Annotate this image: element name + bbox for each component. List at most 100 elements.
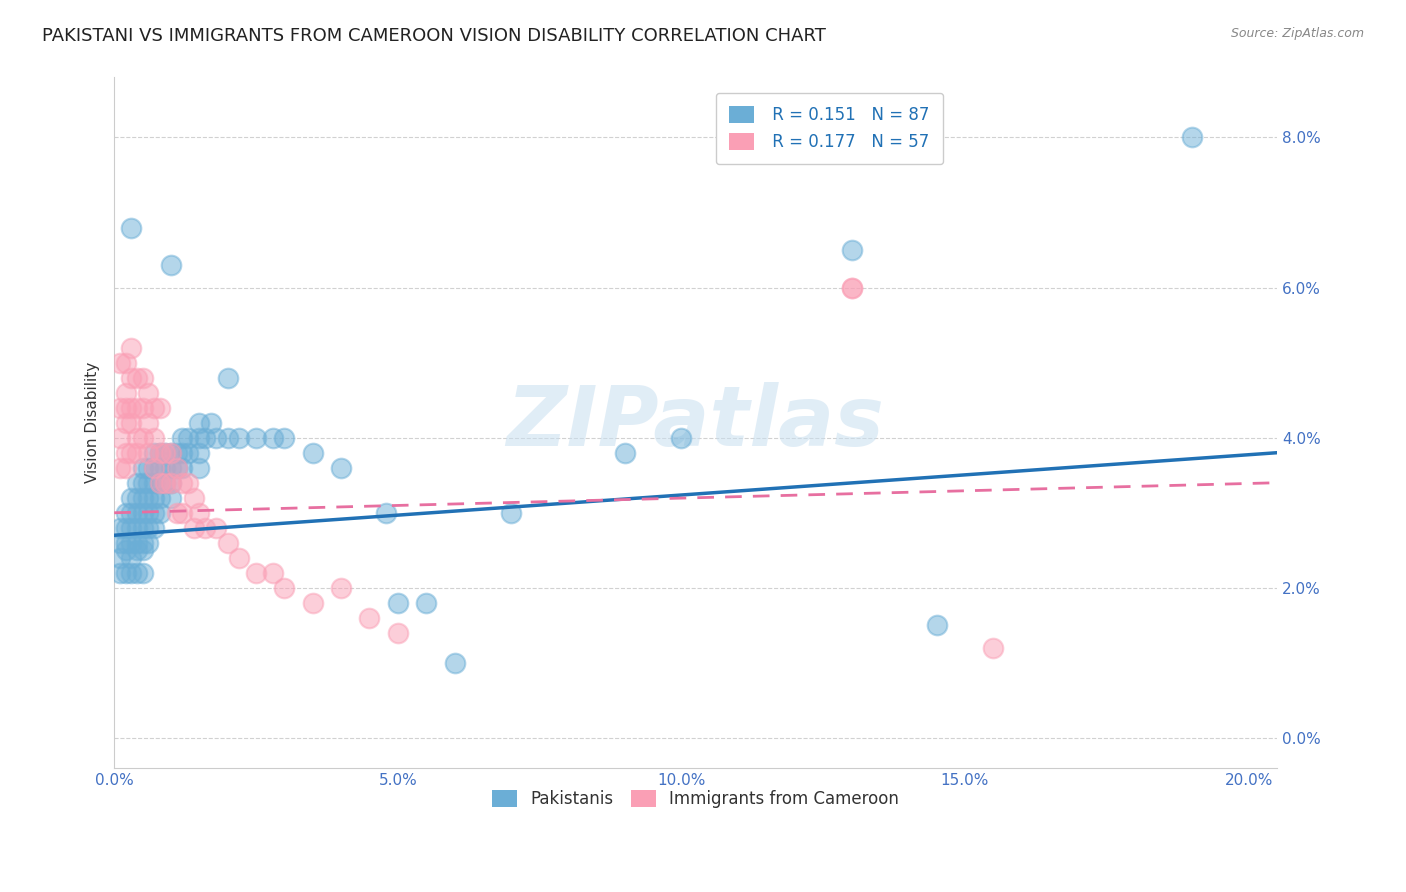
Immigrants from Cameroon (108, 460, 131, 475)
Pakistanis (136, 460, 159, 475)
Immigrants from Cameroon (125, 370, 148, 384)
Immigrants from Cameroon (330, 581, 353, 595)
Text: Source: ZipAtlas.com: Source: ZipAtlas.com (1230, 27, 1364, 40)
Pakistanis (148, 446, 170, 460)
Immigrants from Cameroon (245, 566, 267, 580)
Immigrants from Cameroon (841, 280, 863, 294)
Immigrants from Cameroon (172, 475, 194, 490)
Pakistanis (131, 521, 153, 535)
Pakistanis (925, 618, 948, 632)
Pakistanis (160, 475, 183, 490)
Immigrants from Cameroon (359, 611, 381, 625)
Pakistanis (125, 543, 148, 558)
Pakistanis (120, 535, 142, 549)
Pakistanis (120, 550, 142, 565)
Pakistanis (273, 431, 295, 445)
Immigrants from Cameroon (120, 341, 142, 355)
Pakistanis (142, 506, 165, 520)
Pakistanis (125, 535, 148, 549)
Pakistanis (120, 220, 142, 235)
Pakistanis (136, 475, 159, 490)
Pakistanis (114, 566, 136, 580)
Pakistanis (148, 506, 170, 520)
Pakistanis (131, 543, 153, 558)
Immigrants from Cameroon (136, 446, 159, 460)
Pakistanis (125, 566, 148, 580)
Pakistanis (330, 460, 353, 475)
Immigrants from Cameroon (131, 431, 153, 445)
Pakistanis (125, 506, 148, 520)
Pakistanis (108, 521, 131, 535)
Pakistanis (114, 506, 136, 520)
Pakistanis (228, 431, 250, 445)
Pakistanis (172, 446, 194, 460)
Pakistanis (501, 506, 523, 520)
Immigrants from Cameroon (217, 535, 239, 549)
Pakistanis (142, 521, 165, 535)
Immigrants from Cameroon (155, 475, 177, 490)
Immigrants from Cameroon (188, 506, 211, 520)
Pakistanis (166, 446, 188, 460)
Immigrants from Cameroon (120, 416, 142, 430)
Immigrants from Cameroon (983, 640, 1005, 655)
Pakistanis (217, 431, 239, 445)
Pakistanis (188, 416, 211, 430)
Pakistanis (188, 431, 211, 445)
Pakistanis (131, 566, 153, 580)
Pakistanis (262, 431, 284, 445)
Pakistanis (160, 446, 183, 460)
Immigrants from Cameroon (120, 401, 142, 415)
Immigrants from Cameroon (387, 625, 409, 640)
Pakistanis (114, 535, 136, 549)
Pakistanis (172, 431, 194, 445)
Pakistanis (188, 446, 211, 460)
Pakistanis (131, 491, 153, 505)
Pakistanis (136, 491, 159, 505)
Pakistanis (177, 431, 200, 445)
Immigrants from Cameroon (108, 401, 131, 415)
Immigrants from Cameroon (183, 491, 205, 505)
Immigrants from Cameroon (114, 446, 136, 460)
Pakistanis (108, 550, 131, 565)
Pakistanis (125, 475, 148, 490)
Immigrants from Cameroon (114, 460, 136, 475)
Pakistanis (114, 521, 136, 535)
Immigrants from Cameroon (131, 401, 153, 415)
Pakistanis (142, 475, 165, 490)
Pakistanis (155, 446, 177, 460)
Pakistanis (160, 460, 183, 475)
Immigrants from Cameroon (114, 401, 136, 415)
Immigrants from Cameroon (131, 370, 153, 384)
Pakistanis (108, 535, 131, 549)
Pakistanis (160, 258, 183, 272)
Pakistanis (375, 506, 398, 520)
Immigrants from Cameroon (142, 460, 165, 475)
Pakistanis (443, 656, 465, 670)
Pakistanis (148, 460, 170, 475)
Pakistanis (194, 431, 217, 445)
Pakistanis (155, 460, 177, 475)
Immigrants from Cameroon (148, 446, 170, 460)
Pakistanis (142, 446, 165, 460)
Text: PAKISTANI VS IMMIGRANTS FROM CAMEROON VISION DISABILITY CORRELATION CHART: PAKISTANI VS IMMIGRANTS FROM CAMEROON VI… (42, 27, 827, 45)
Pakistanis (125, 521, 148, 535)
Pakistanis (188, 460, 211, 475)
Immigrants from Cameroon (142, 431, 165, 445)
Pakistanis (148, 475, 170, 490)
Pakistanis (613, 446, 636, 460)
Pakistanis (136, 535, 159, 549)
Immigrants from Cameroon (262, 566, 284, 580)
Immigrants from Cameroon (177, 475, 200, 490)
Pakistanis (114, 543, 136, 558)
Pakistanis (155, 475, 177, 490)
Immigrants from Cameroon (166, 506, 188, 520)
Immigrants from Cameroon (166, 460, 188, 475)
Immigrants from Cameroon (841, 280, 863, 294)
Immigrants from Cameroon (160, 475, 183, 490)
Pakistanis (120, 566, 142, 580)
Immigrants from Cameroon (155, 446, 177, 460)
Pakistanis (841, 243, 863, 257)
Immigrants from Cameroon (228, 550, 250, 565)
Y-axis label: Vision Disability: Vision Disability (86, 362, 100, 483)
Immigrants from Cameroon (148, 475, 170, 490)
